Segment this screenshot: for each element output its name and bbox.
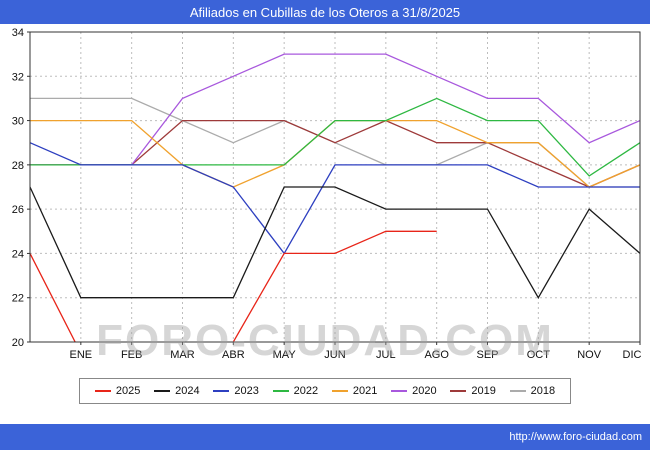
legend-item-2022: 2022 xyxy=(272,385,319,397)
x-tick-label: FEB xyxy=(121,349,142,361)
y-tick-label: 32 xyxy=(12,71,24,83)
y-tick-label: 30 xyxy=(12,116,24,128)
x-tick-label: DIC xyxy=(623,349,642,361)
line-chart: 20 22 24 26 28 30 32 34 ENE FEB MAR ABR MAY JUN JUL AGO… xyxy=(12,27,642,361)
legend-item-2021: 2021 xyxy=(331,385,378,397)
chart-title-bar: Afiliados en Cubillas de los Oteros a 31… xyxy=(0,0,650,24)
y-tick-label: 34 xyxy=(12,27,24,39)
legend-swatch-2023 xyxy=(213,390,230,392)
chart-legend: 2025 2024 2023 2022 2021 2020 2019 2018 xyxy=(79,378,571,404)
legend-item-2024: 2024 xyxy=(154,385,200,397)
y-tick-label: 26 xyxy=(12,204,24,216)
legend-swatch-2022 xyxy=(272,390,289,392)
legend-label: 2022 xyxy=(293,385,319,397)
legend-label: 2025 xyxy=(115,385,141,397)
series-line-2024 xyxy=(30,186,640,300)
legend-label: 2019 xyxy=(471,385,496,397)
y-tick-label: 28 xyxy=(12,160,24,172)
legend-label: 2018 xyxy=(530,385,556,397)
x-tick-label: ABR xyxy=(222,349,245,361)
legend-item-2023: 2023 xyxy=(213,385,259,397)
legend-swatch-2018 xyxy=(509,390,526,392)
legend-label: 2023 xyxy=(234,385,259,397)
legend-item-2019: 2019 xyxy=(450,385,496,397)
series-line-2023 xyxy=(30,142,640,255)
footer-bar: http://www.foro-ciudad.com xyxy=(0,424,650,450)
x-tick-label: ENE xyxy=(70,349,93,361)
y-tick-label: 20 xyxy=(12,337,24,349)
y-tick-label: 22 xyxy=(12,293,24,305)
legend-item-2020: 2020 xyxy=(391,385,437,397)
legend-swatch-2024 xyxy=(154,390,171,392)
legend-swatch-2020 xyxy=(391,390,408,392)
legend-label: 2024 xyxy=(175,385,200,397)
x-tick-label: NOV xyxy=(577,349,602,361)
x-tick-label: JUN xyxy=(324,349,345,361)
x-tick-label: SEP xyxy=(476,349,498,361)
legend-label: 2020 xyxy=(412,385,437,397)
footer-url: http://www.foro-ciudad.com xyxy=(509,431,642,443)
x-tick-label: OCT xyxy=(527,349,551,361)
x-tick-label: AGO xyxy=(424,349,449,361)
series-line-2025 xyxy=(30,230,437,342)
x-tick-label: MAY xyxy=(273,349,297,361)
chart-panel: 20 22 24 26 28 30 32 34 ENE FEB MAR ABR MAY JUN JUL AGO… xyxy=(0,24,650,424)
x-tick-label: JUL xyxy=(376,349,396,361)
legend-swatch-2025 xyxy=(94,390,111,392)
chart-title: Afiliados en Cubillas de los Oteros a 31… xyxy=(189,4,461,20)
legend-label: 2021 xyxy=(352,385,378,397)
legend-swatch-2021 xyxy=(331,390,348,392)
x-tick-label: MAR xyxy=(170,349,195,361)
y-tick-label: 24 xyxy=(12,248,24,260)
legend-swatch-2019 xyxy=(450,390,467,392)
legend-item-2025: 2025 xyxy=(94,385,141,397)
legend-item-2018: 2018 xyxy=(509,385,556,397)
